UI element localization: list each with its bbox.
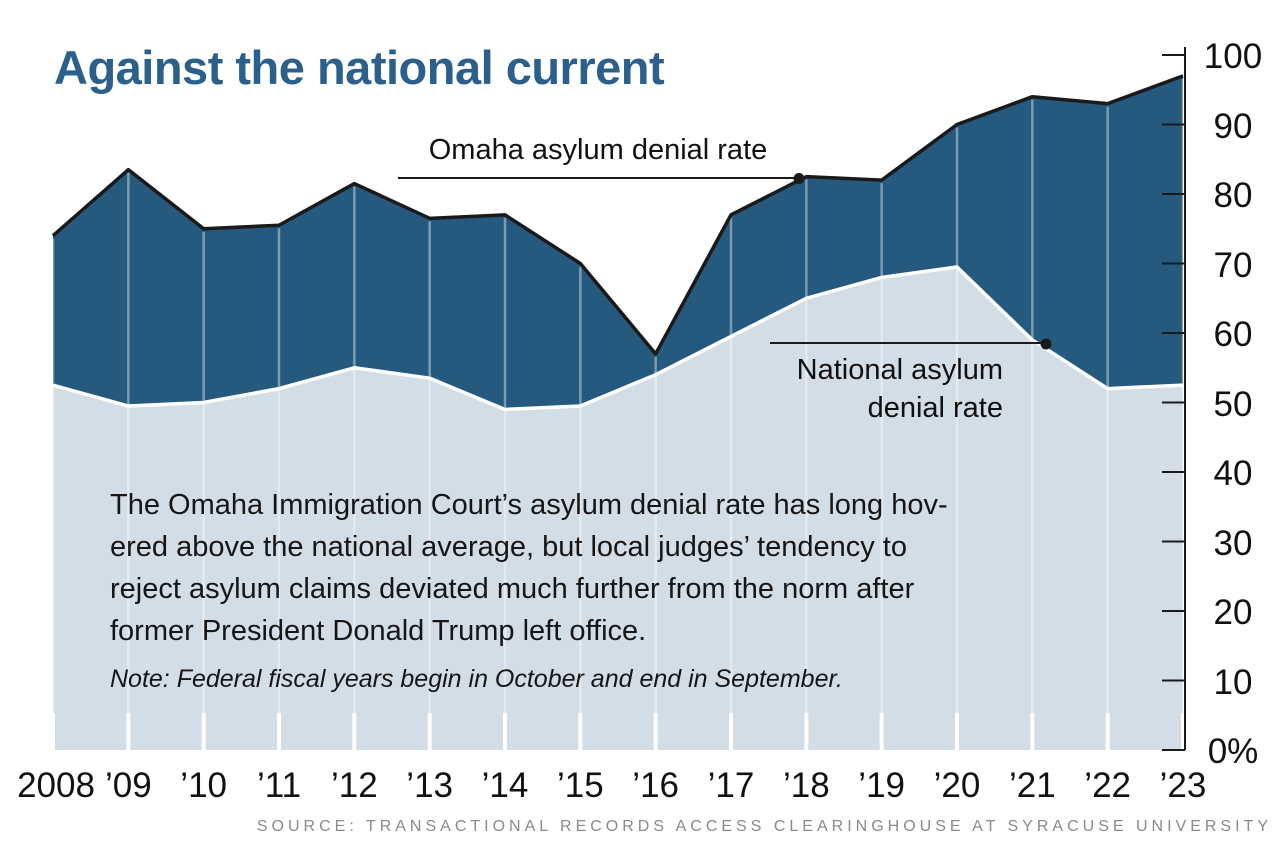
- x-axis-label: ’09: [104, 766, 152, 805]
- x-axis-label: ’13: [406, 766, 454, 805]
- body-line: ered above the national average, but loc…: [110, 531, 907, 563]
- national-series-label: National asylum denial rate: [700, 351, 1003, 427]
- x-axis-label: ’23: [1159, 766, 1207, 805]
- national-leader-dot: [1040, 338, 1052, 350]
- x-axis-label: ’19: [858, 766, 906, 805]
- national-area: [53, 266, 1183, 750]
- y-axis-label: 10: [1213, 662, 1253, 702]
- y-axis-label: 20: [1213, 593, 1253, 632]
- x-axis-label: ’16: [632, 766, 680, 805]
- x-axis-label: ’11: [256, 766, 302, 805]
- body-line: former President Donald Trump left offic…: [110, 615, 647, 647]
- y-axis-label: 60: [1213, 315, 1253, 354]
- x-axis-label: 2008: [17, 766, 95, 805]
- page-title: Against the national current: [54, 41, 665, 94]
- national-line: [52, 265, 1184, 412]
- y-axis-label: 100: [1203, 37, 1263, 76]
- y-axis-label: 50: [1213, 384, 1253, 424]
- body-note: Note: Federal fiscal years begin in Octo…: [110, 665, 843, 693]
- x-axis-label: ’18: [782, 766, 830, 805]
- body-paragraph: The Omaha Immigration Court’s asylum den…: [110, 484, 948, 694]
- body-line: The Omaha Immigration Court’s asylum den…: [110, 489, 948, 521]
- x-axis-label: ’20: [933, 766, 981, 805]
- x-axis-label: ’21: [1008, 766, 1056, 805]
- y-axis-label: 40: [1213, 454, 1253, 493]
- y-axis-label: 80: [1213, 176, 1253, 215]
- national-series-label-line2: denial rate: [867, 392, 1003, 424]
- y-axis-label: 30: [1213, 523, 1253, 563]
- y-axis-label: 0%: [1207, 732, 1259, 771]
- national-series-label-line1: National asylum: [796, 354, 1003, 386]
- x-axis-label: ’17: [707, 766, 755, 805]
- omaha-line: [51, 74, 1184, 356]
- x-axis-label: ’10: [180, 766, 228, 805]
- source-credit: SOURCE: TRANSACTIONAL RECORDS ACCESS CLE…: [256, 818, 1272, 835]
- y-axis-label: 70: [1213, 245, 1253, 285]
- body-line: reject asylum claims deviated much furth…: [110, 573, 915, 605]
- x-axis-label: ’22: [1084, 766, 1132, 805]
- x-axis-label: ’14: [481, 766, 529, 805]
- omaha-series-label: Omaha asylum denial rate: [428, 134, 768, 166]
- x-axis-label: ’15: [556, 766, 604, 805]
- omaha-leader-dot: [793, 173, 805, 184]
- y-axis-label: 90: [1213, 106, 1253, 146]
- x-axis-label: ’12: [330, 766, 378, 805]
